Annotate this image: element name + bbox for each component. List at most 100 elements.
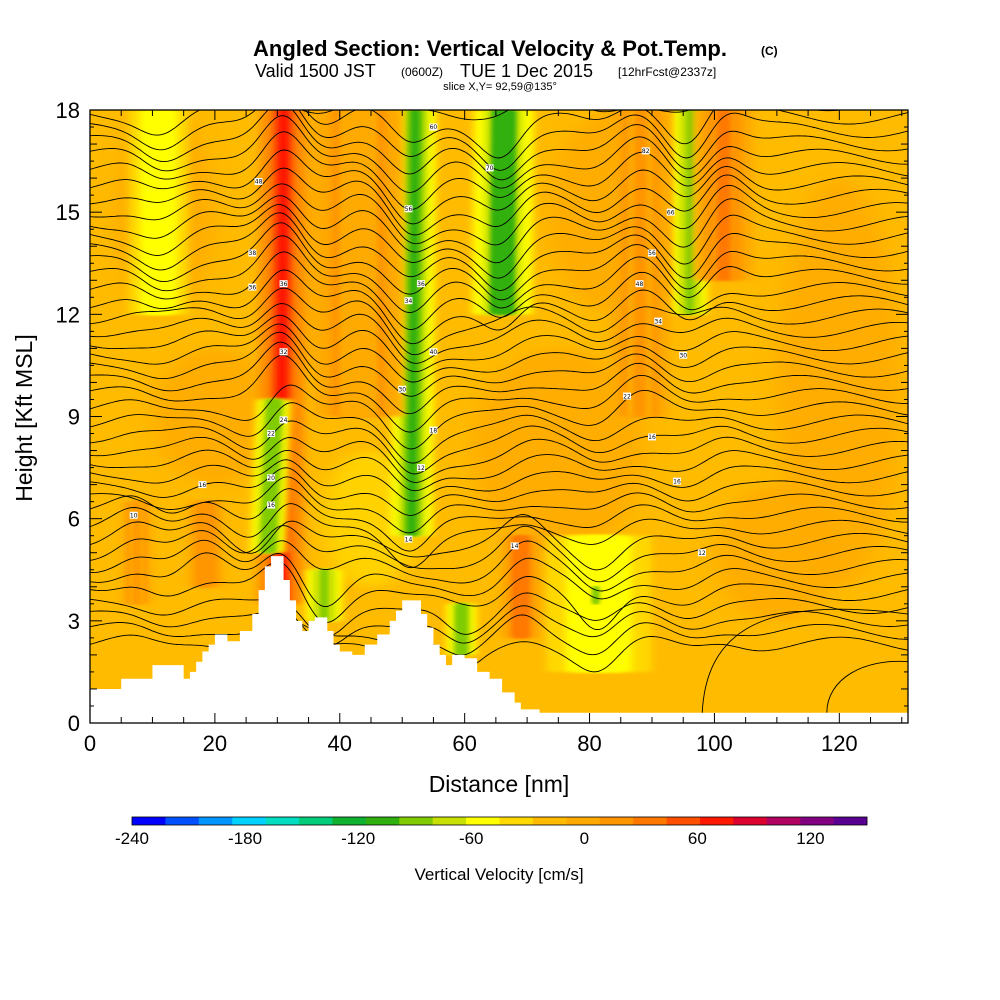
contour-label: 56 (404, 205, 413, 213)
colorbar-swatch (132, 817, 166, 825)
contour-label-text: 70 (486, 165, 494, 172)
contour-label: 16 (672, 477, 681, 485)
x-tick-label: 40 (328, 731, 352, 756)
colorbar-swatch (399, 817, 433, 825)
contour-label-text: 24 (280, 417, 288, 424)
contour-label: 82 (641, 147, 650, 155)
contour-label: 22 (267, 430, 276, 438)
contour-label-text: 38 (249, 250, 257, 257)
feature-layer (152, 110, 165, 315)
contour-line (90, 314, 908, 373)
x-tick-label: 0 (84, 731, 96, 756)
contour-label-bg (398, 385, 407, 393)
colorbar-swatch (666, 817, 701, 825)
contour-label-text: 10 (130, 512, 138, 519)
field-patch (152, 348, 278, 485)
y-tick-label: 6 (68, 507, 80, 532)
forecast-info: [12hrFcst@2337z] (618, 65, 716, 79)
colorbar-swatch (265, 817, 300, 825)
contour-line (90, 115, 908, 193)
feature-layer (133, 501, 140, 604)
contour-label-bg (647, 249, 656, 257)
velocity-feature (693, 110, 754, 281)
colorbar-label: -240 (115, 829, 149, 848)
title-main: Angled Section: Vertical Velocity & Pot.… (253, 36, 727, 61)
contour-line (90, 384, 908, 450)
y-tick-label: 15 (56, 200, 80, 225)
colorbar-label: 0 (580, 829, 589, 848)
feature-layer (717, 110, 731, 281)
colorbar: -240 -180 -120 -60 0 60 120 (115, 816, 868, 848)
field-patch (714, 484, 840, 621)
x-tick-label: 120 (821, 731, 858, 756)
contour-label-bg (129, 511, 138, 519)
colorbar-label: 120 (796, 829, 824, 848)
contour-label-text: 20 (267, 475, 275, 482)
contour-label-text: 12 (417, 465, 425, 472)
x-axis-title: Distance [nm] (429, 771, 570, 797)
y-tick-label: 12 (56, 302, 80, 327)
contour-label-bg (429, 123, 438, 131)
colorbar-label: -180 (228, 829, 262, 848)
y-tick-label: 9 (68, 405, 80, 430)
contour-label-bg (254, 178, 263, 186)
contour-line (90, 467, 908, 516)
contour-line (90, 592, 908, 638)
contour-label: 14 (404, 535, 413, 543)
contour-label: 16 (198, 481, 207, 489)
contour-line (90, 449, 908, 492)
contour-line (90, 476, 908, 534)
contour-label-bg (485, 164, 494, 172)
contour-line (90, 212, 908, 291)
feature-layer (633, 110, 647, 417)
contour-line (90, 204, 908, 279)
contour-label-text: 34 (654, 318, 662, 325)
contour-line (90, 503, 908, 569)
contour-label-bg (279, 280, 288, 288)
contour-label-bg (248, 283, 257, 291)
x-tick-label: 20 (203, 731, 227, 756)
contour-line (90, 525, 908, 583)
contour-label-text: 30 (679, 352, 687, 359)
valid-prefix: Valid 1500 JST (255, 61, 376, 81)
y-tick-label: 0 (68, 711, 80, 736)
colorbar-swatch (733, 817, 768, 825)
contour-label-text: 36 (417, 281, 425, 288)
velocity-feature (472, 110, 534, 315)
colorbar-swatch (432, 817, 467, 825)
contour-label-bg (641, 147, 650, 155)
contour-labels: 10 16 22 20 16 24 32 36 38 36 48 56 34 36 40 30 18 12 14 60… (129, 123, 706, 557)
colorbar-swatch (699, 817, 734, 825)
contour-label-text: 36 (280, 281, 288, 288)
contour-label-text: 30 (398, 386, 406, 393)
velocity-feature (313, 110, 404, 417)
contour-line (90, 251, 908, 331)
y-axis-title: Height [Kft MSL] (11, 334, 37, 501)
contour-label: 16 (647, 433, 656, 441)
contour-line (90, 303, 908, 364)
contour-line (90, 323, 908, 383)
valid-zulu: (0600Z) (401, 65, 443, 79)
feature-layer (458, 603, 465, 655)
contour-label-bg (635, 280, 644, 288)
colorbar-title: Vertical Velocity [cm/s] (414, 865, 583, 884)
contour-label: 20 (267, 474, 276, 482)
field-patch (470, 348, 646, 553)
colorbar-swatch (332, 817, 367, 825)
contour-line (90, 488, 908, 552)
x-tick-label: 100 (696, 731, 733, 756)
contour-line (90, 331, 908, 397)
contour-line (90, 605, 908, 647)
contour-label-bg (510, 542, 519, 550)
contour-line (90, 552, 908, 608)
colorbar-swatch (365, 817, 400, 825)
contour-label: 14 (510, 542, 519, 550)
contour-line (701, 608, 908, 723)
contour-label-text: 16 (673, 478, 681, 485)
feature-layer (320, 569, 328, 621)
contour-label-text: 66 (667, 209, 675, 216)
colorbar-frame (131, 816, 868, 826)
feature-layer (407, 110, 420, 536)
contour-line (90, 195, 908, 264)
